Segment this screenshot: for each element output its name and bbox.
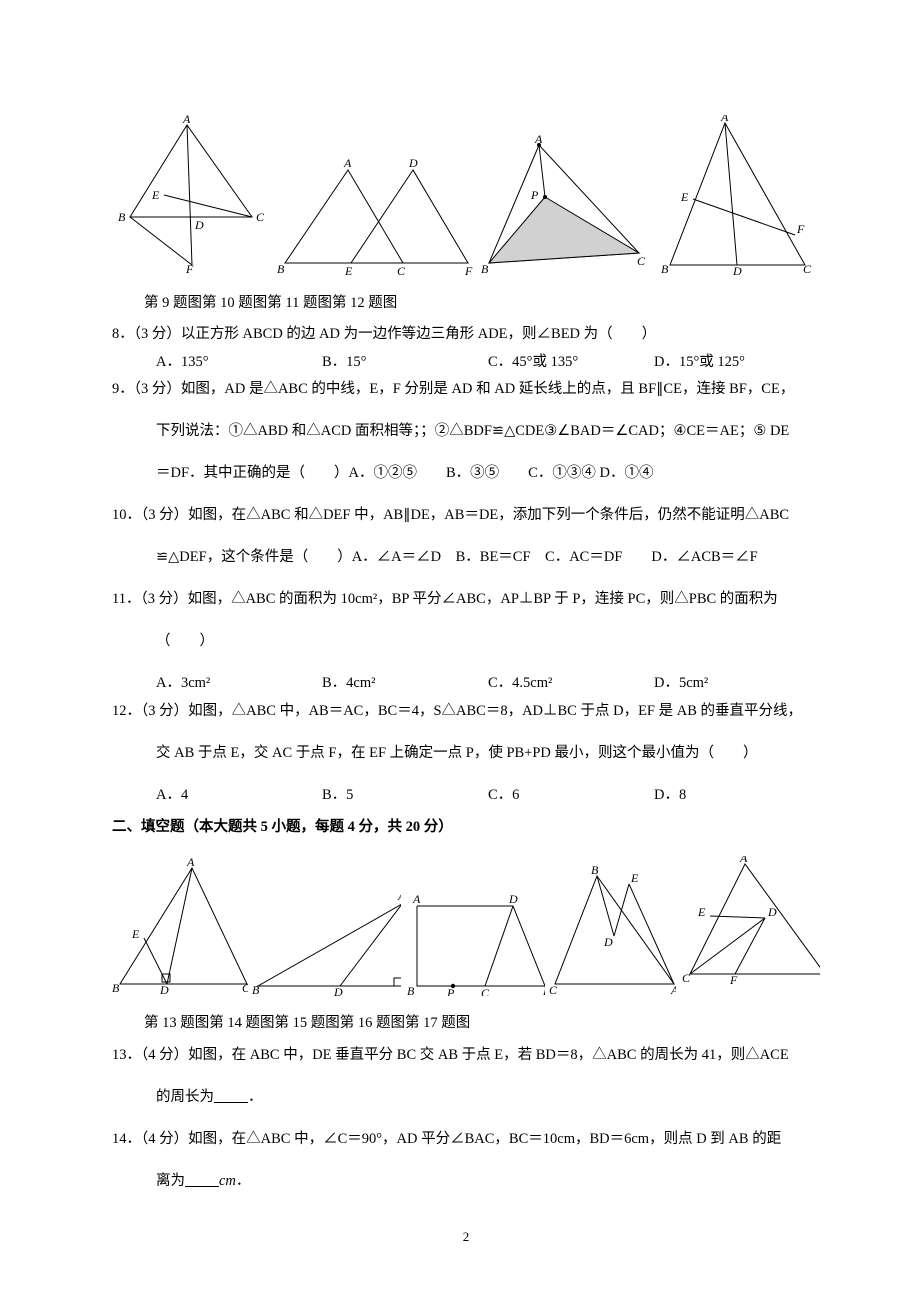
figure-16: A B C D E <box>549 866 675 996</box>
q9-cont2: ＝DF．其中正确的是（ ）A．①②⑤ B．③⑤ C．①③④ D．①④ <box>112 460 820 488</box>
q9-cont: 下列说法：①△ABD 和△ACD 面积相等；；②△BDF≌△CDE③∠BAD＝∠… <box>112 418 820 446</box>
q8-opt-B: B．15° <box>322 349 488 377</box>
fig16-label-C: C <box>549 983 558 996</box>
fig10-label-D: D <box>408 156 418 170</box>
figure-row-top: A B C D E F A B E C D F A <box>112 115 820 275</box>
q12-opt-C: C．6 <box>488 782 654 810</box>
figure-12: A B C D E F <box>655 115 815 275</box>
fig13-label-B: B <box>112 981 120 995</box>
fig12-label-E: E <box>680 190 689 204</box>
fig9-label-E: E <box>151 188 160 202</box>
q12-opt-A: A．4 <box>156 782 322 810</box>
fig15-label-C: C <box>481 986 490 996</box>
q11-stem: 11．（3 分）如图，△ABC 的面积为 10cm²，BP 平分∠ABC，AP⊥… <box>112 586 820 614</box>
fig11-label-A: A <box>534 135 543 146</box>
fig11-label-P: P <box>530 188 539 202</box>
figure-10: A B E C D F <box>273 145 473 275</box>
fig14-label-D: D <box>333 985 343 996</box>
fig13-label-D: D <box>159 983 169 996</box>
q12-cont: 交 AB 于点 E，交 AC 于点 F，在 EF 上确定一点 P，使 PB+PD… <box>112 740 820 768</box>
blank-13[interactable] <box>214 1087 248 1103</box>
figure-caption-mid: 第 13 题图第 14 题图第 15 题图第 16 题图第 17 题图 <box>112 1010 820 1038</box>
fig10-label-E: E <box>344 264 353 275</box>
fig13-label-C: C <box>242 981 248 995</box>
fig13-label-E: E <box>131 927 140 941</box>
section-2-title: 二、填空题（本大题共 5 小题，每题 4 分，共 20 分） <box>112 814 820 842</box>
q13-cont: 的周长为． <box>112 1084 820 1112</box>
q12-opt-B: B．5 <box>322 782 488 810</box>
figure-17: A B C D E F <box>680 856 820 996</box>
figure-13: A B C D E <box>112 856 248 996</box>
q14-cont: 离为cm． <box>112 1168 820 1196</box>
q12-stem: 12．（3 分）如图，△ABC 中，AB＝AC，BC＝4，S△ABC＝8，AD⊥… <box>112 698 820 726</box>
fig9-label-F: F <box>185 262 194 275</box>
page-number: 2 <box>112 1225 820 1250</box>
figure-15: A D B P C E <box>405 891 545 996</box>
q12-options: A．4 B．5 C．6 D．8 <box>112 782 820 810</box>
q11-opt-C: C．4.5cm² <box>488 670 654 698</box>
q10-cont: ≌△DEF，这个条件是（ ）A．∠A＝∠D B．BE＝CF C．AC＝DF D．… <box>112 544 820 572</box>
fig11-label-B: B <box>481 262 489 275</box>
q9-stem: 9．（3 分）如图，AD 是△ABC 的中线，E，F 分别是 AD 和 AD 延… <box>112 376 820 404</box>
fig16-label-B: B <box>591 866 599 877</box>
fig16-label-D: D <box>603 935 613 949</box>
fig9-label-C: C <box>256 210 265 224</box>
q11-opt-A: A．3cm² <box>156 670 322 698</box>
fig17-label-A: A <box>739 856 748 865</box>
fig12-label-F: F <box>796 222 805 236</box>
fig10-label-B: B <box>277 262 285 275</box>
fig15-label-E: E <box>542 984 545 996</box>
figure-9: A B C D E F <box>112 115 267 275</box>
q11-cont: （ ） <box>112 628 820 656</box>
figure-row-mid: A B C D E A B C D A D B P <box>112 856 820 996</box>
q8-options: A．135° B．15° C．45°或 135° D．15°或 125° <box>112 349 820 377</box>
q11-opt-B: B．4cm² <box>322 670 488 698</box>
fig15-label-A: A <box>412 892 421 906</box>
fig14-label-B: B <box>252 983 260 996</box>
fig12-label-A: A <box>720 115 729 124</box>
fig9-label-D: D <box>194 218 204 232</box>
fig11-label-C: C <box>637 254 646 268</box>
fig10-label-C: C <box>397 264 406 275</box>
fig16-label-A: A <box>670 983 675 996</box>
fig13-label-A: A <box>186 856 195 869</box>
q12-opt-D: D．8 <box>654 782 820 810</box>
fig17-label-D: D <box>767 905 777 919</box>
fig15-label-P: P <box>446 986 455 996</box>
q8-opt-A: A．135° <box>156 349 322 377</box>
blank-14[interactable] <box>185 1171 219 1187</box>
fig9-label-B: B <box>118 210 126 224</box>
fig12-label-C: C <box>803 262 812 275</box>
fig17-label-E: E <box>697 905 706 919</box>
fig12-label-B: B <box>661 262 669 275</box>
q14-stem: 14．（4 分）如图，在△ABC 中，∠C＝90°，AD 平分∠BAC，BC＝1… <box>112 1126 820 1154</box>
fig10-label-F: F <box>464 264 473 275</box>
fig10-label-A: A <box>343 156 352 170</box>
q11-options: A．3cm² B．4cm² C．4.5cm² D．5cm² <box>112 670 820 698</box>
fig15-label-D: D <box>508 892 518 906</box>
fig14-label-A: A <box>397 889 402 903</box>
q8-opt-C: C．45°或 135° <box>488 349 654 377</box>
figure-caption-top: 第 9 题图第 10 题图第 11 题图第 12 题图 <box>112 290 820 318</box>
fig17-label-F: F <box>729 973 738 987</box>
q13-stem: 13．（4 分）如图，在 ABC 中，DE 垂直平分 BC 交 AB 于点 E，… <box>112 1042 820 1070</box>
figure-14: A B C D <box>252 886 402 996</box>
fig15-label-B: B <box>407 984 415 996</box>
fig12-label-D: D <box>732 264 742 275</box>
fig9-label-A: A <box>182 115 191 126</box>
q8-opt-D: D．15°或 125° <box>654 349 820 377</box>
figure-11: A B C P <box>479 135 649 275</box>
fig16-label-E: E <box>630 871 639 885</box>
q11-opt-D: D．5cm² <box>654 670 820 698</box>
q10-stem: 10．（3 分）如图，在△ABC 和△DEF 中，AB∥DE，AB＝DE，添加下… <box>112 502 820 530</box>
fig17-label-C: C <box>682 971 691 985</box>
q8-stem: 8．（3 分）以正方形 ABCD 的边 AD 为一边作等边三角形 ADE，则∠B… <box>112 321 820 349</box>
